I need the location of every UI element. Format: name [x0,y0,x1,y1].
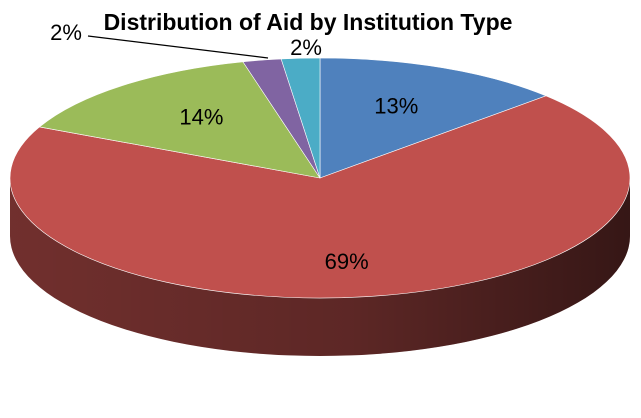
slice-label-4: 2% [290,35,322,60]
slice-label-2: 14% [179,105,223,130]
chart-title: Distribution of Aid by Institution Type [104,9,513,35]
slice-side-shade-1 [10,178,630,356]
slice-label-0: 13% [374,94,418,119]
pie-slice-4 [280,57,321,179]
leader-line-3 [87,35,269,59]
slice-labels: 13% 69% 14% 2% 2% [50,20,418,274]
slice-label-3: 2% [50,20,82,45]
pie-slice-1 [9,95,631,299]
pie-top-faces [9,57,631,299]
pie-side-walls [10,178,630,356]
pie-slice-0 [319,57,547,179]
slice-label-1: 69% [325,249,369,274]
pie-slice-2 [38,61,321,179]
leader-lines [87,35,269,59]
